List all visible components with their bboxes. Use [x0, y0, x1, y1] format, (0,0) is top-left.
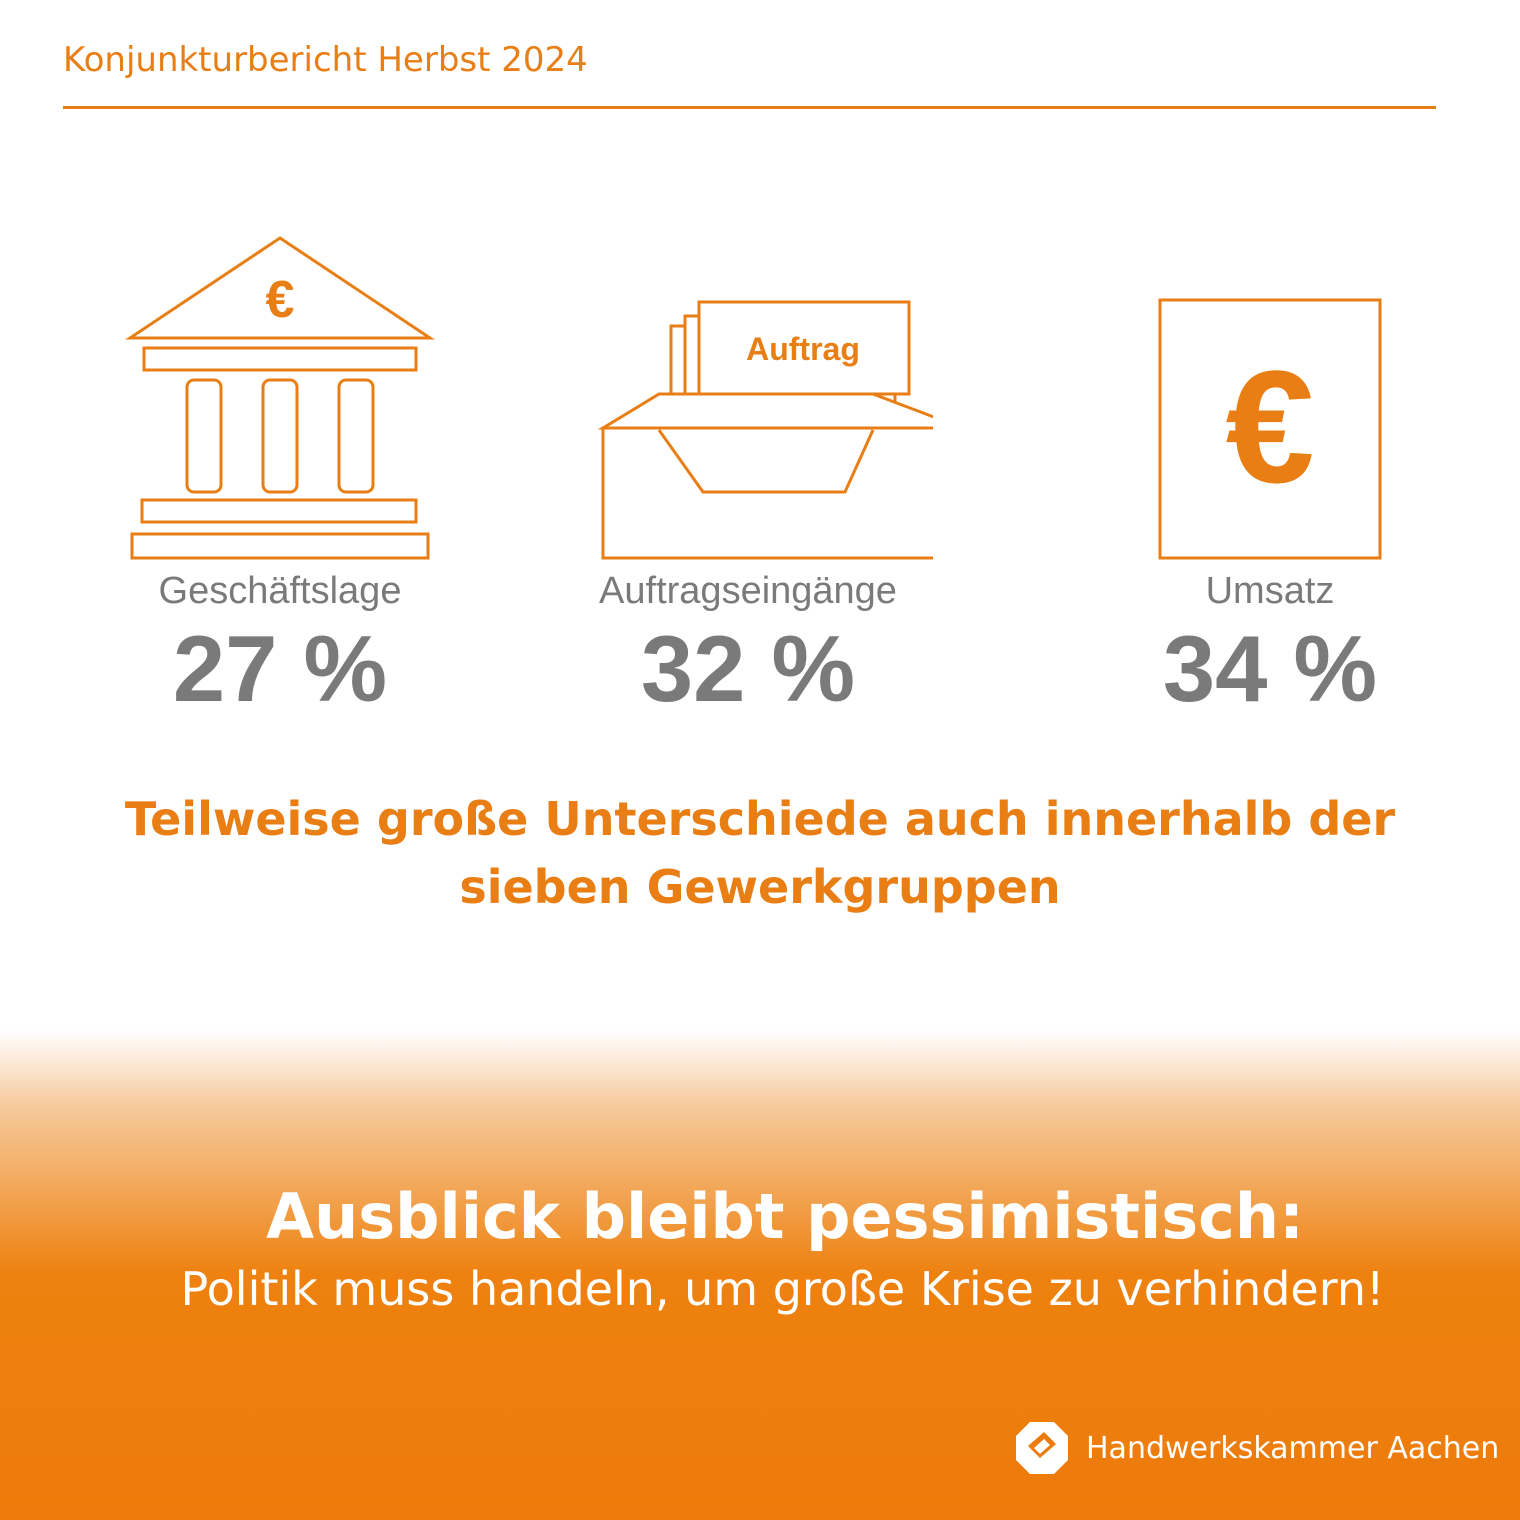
bank-euro-icon: € [125, 236, 435, 560]
stat-value: 32 % [640, 616, 856, 721]
footer-title: Ausblick bleibt pessimistisch: [266, 1180, 1304, 1253]
brand-name: Handwerkskammer Aachen [1086, 1430, 1500, 1466]
footer-banner [0, 1030, 1520, 1520]
subheadline-line-2: sieben Gewerkgruppen [459, 860, 1061, 914]
stat-label: Umsatz [1205, 570, 1335, 612]
stat-label: Auftragseingänge [599, 570, 897, 612]
order-tray-icon: Auftrag [597, 300, 933, 560]
order-tray-icon-text: Auftrag [746, 331, 860, 367]
subheadline: Teilweise große Unterschiede auch innerh… [60, 785, 1460, 921]
stat-value: 27 % [172, 616, 388, 721]
header-divider [63, 106, 1436, 109]
euro-box-icon: € [1158, 298, 1382, 560]
svg-text:€: € [1226, 337, 1315, 516]
subheadline-line-1: Teilweise große Unterschiede auch innerh… [124, 792, 1396, 846]
stat-umsatz: € Umsatz 34 % [1050, 230, 1490, 721]
stat-geschaeftslage: € Geschäftslage 27 % [60, 230, 500, 721]
page-header-title: Konjunkturbericht Herbst 2024 [63, 40, 588, 80]
footer-subtitle: Politik muss handeln, um große Krise zu … [180, 1262, 1385, 1316]
stat-auftragseingaenge: Auftrag Auftragseingänge 32 % [528, 230, 968, 721]
hwk-logo-icon [1016, 1422, 1068, 1474]
svg-text:€: € [266, 271, 295, 329]
stat-label: Geschäftslage [158, 570, 402, 612]
stat-value: 34 % [1162, 616, 1378, 721]
brand-logo: Handwerkskammer Aachen [1014, 1420, 1499, 1476]
